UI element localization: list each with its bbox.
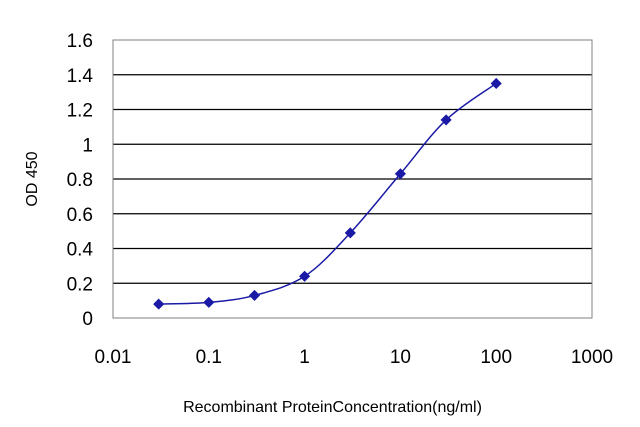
x-tick-label: 1 bbox=[299, 347, 310, 368]
x-tick-label: 10 bbox=[390, 347, 411, 368]
y-tick-label: 1.2 bbox=[67, 101, 93, 122]
x-axis-tick-labels: 0.01 0.1 1 10 100 1000 bbox=[95, 347, 614, 368]
y-axis-label: OD 450 bbox=[24, 151, 41, 206]
y-tick-label: 0.2 bbox=[67, 274, 93, 295]
data-point-marker bbox=[344, 227, 356, 239]
plot-area-frame bbox=[112, 39, 593, 319]
y-tick-label: 1.6 bbox=[67, 31, 93, 52]
y-tick-label: 0.6 bbox=[67, 205, 93, 226]
x-tick-label: 0.1 bbox=[196, 347, 222, 368]
data-point-marker bbox=[490, 77, 502, 90]
data-point-marker bbox=[203, 296, 215, 308]
x-axis-label: Recombinant ProteinConcentration(ng/ml) bbox=[183, 399, 482, 416]
data-point-marker bbox=[440, 114, 452, 126]
y-tick-label: 1.4 bbox=[67, 66, 94, 87]
data-point-marker bbox=[153, 298, 165, 310]
x-tick-label: 1000 bbox=[571, 347, 613, 368]
y-tick-label: 0 bbox=[82, 309, 93, 330]
y-tick-label: 0.4 bbox=[67, 240, 94, 261]
y-tick-label: 0.8 bbox=[67, 170, 93, 191]
data-point-marker bbox=[394, 168, 406, 180]
data-point-marker bbox=[248, 289, 261, 301]
gridlines bbox=[113, 74, 592, 284]
x-tick-label: 0.01 bbox=[95, 347, 132, 368]
x-tick-label: 100 bbox=[480, 347, 512, 368]
series-line bbox=[158, 82, 497, 305]
y-axis-tick-labels: 0 0.2 0.4 0.6 0.8 1 1.2 1.4 1.6 bbox=[67, 31, 94, 330]
data-point-marker bbox=[299, 270, 311, 282]
y-tick-label: 1 bbox=[82, 135, 93, 156]
series-layer bbox=[153, 77, 502, 310]
